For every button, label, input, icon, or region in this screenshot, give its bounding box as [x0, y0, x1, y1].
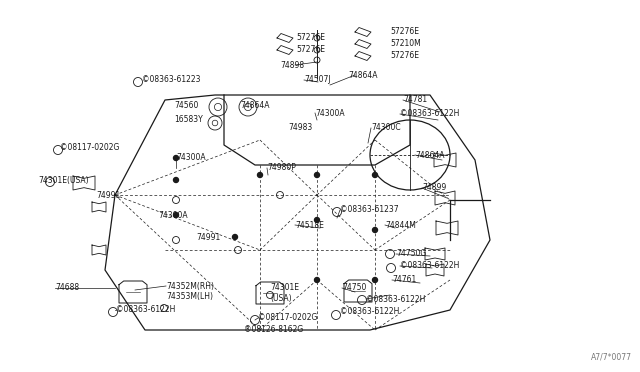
Text: 74300A: 74300A — [315, 109, 344, 118]
Text: ©08363-61223: ©08363-61223 — [142, 76, 200, 84]
Circle shape — [173, 177, 179, 183]
Text: ©08363-6122H: ©08363-6122H — [116, 305, 175, 314]
Text: 74353M(LH): 74353M(LH) — [166, 292, 213, 301]
Text: 74300C: 74300C — [371, 124, 401, 132]
Circle shape — [314, 218, 319, 222]
Text: 74507J: 74507J — [304, 76, 331, 84]
Text: ©08363-6122H: ©08363-6122H — [340, 308, 399, 317]
Circle shape — [372, 228, 378, 232]
Text: 74899: 74899 — [422, 183, 446, 192]
Text: 74688: 74688 — [55, 283, 79, 292]
Text: 74864A: 74864A — [415, 151, 445, 160]
Circle shape — [232, 234, 237, 240]
Text: 74750G: 74750G — [396, 250, 426, 259]
Circle shape — [257, 173, 262, 177]
Text: ©08363-61237: ©08363-61237 — [340, 205, 399, 215]
Circle shape — [173, 212, 179, 218]
Text: 74864A: 74864A — [348, 71, 378, 80]
Circle shape — [314, 173, 319, 177]
Text: 57276E: 57276E — [390, 28, 419, 36]
Text: (USA): (USA) — [270, 294, 292, 302]
Text: ©08363-6122H: ©08363-6122H — [400, 262, 460, 270]
Text: 74844M: 74844M — [385, 221, 416, 230]
Text: 74864A: 74864A — [240, 100, 269, 109]
Text: 74991: 74991 — [196, 232, 220, 241]
Text: ©08117-0202G: ©08117-0202G — [60, 144, 120, 153]
Text: 74301E: 74301E — [270, 282, 299, 292]
Text: 74300A: 74300A — [158, 211, 188, 219]
Text: 74352M(RH): 74352M(RH) — [166, 282, 214, 291]
Text: 74781: 74781 — [403, 96, 427, 105]
Text: A7/7*0077: A7/7*0077 — [591, 353, 632, 362]
Text: ©08117-0202G: ©08117-0202G — [258, 314, 317, 323]
Circle shape — [314, 278, 319, 282]
Text: 57276E: 57276E — [296, 45, 325, 55]
Text: 74560: 74560 — [174, 100, 198, 109]
Circle shape — [372, 278, 378, 282]
Text: ©08363-6122H: ©08363-6122H — [366, 295, 426, 304]
Text: 74761: 74761 — [392, 276, 416, 285]
Text: 74300A: 74300A — [176, 153, 205, 161]
Text: ©08363-6122H: ©08363-6122H — [400, 109, 460, 119]
Text: 74991: 74991 — [96, 190, 120, 199]
Text: 74518E: 74518E — [295, 221, 324, 230]
Text: 74983: 74983 — [288, 124, 312, 132]
Text: 74750: 74750 — [342, 283, 366, 292]
Circle shape — [173, 155, 179, 160]
Circle shape — [372, 173, 378, 177]
Text: 57210M: 57210M — [390, 39, 420, 48]
Text: 74301E(USA): 74301E(USA) — [38, 176, 88, 185]
Text: 57276E: 57276E — [390, 51, 419, 61]
Text: ®08126-8162G: ®08126-8162G — [244, 326, 303, 334]
Text: 57276E: 57276E — [296, 33, 325, 42]
Text: 74898: 74898 — [280, 61, 304, 70]
Text: 16583Y: 16583Y — [174, 115, 203, 125]
Text: 74980P: 74980P — [267, 164, 296, 173]
